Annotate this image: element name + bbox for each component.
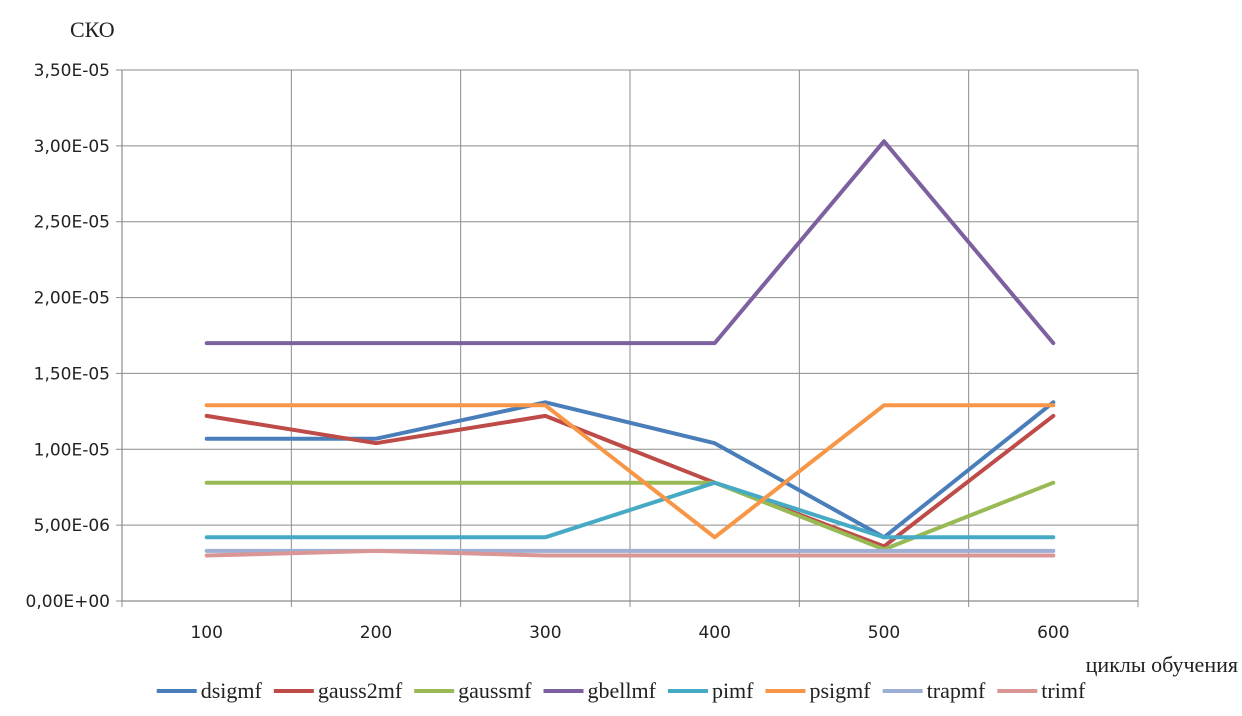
legend-label-pimf: pimf xyxy=(712,678,754,703)
x-tick-label: 300 xyxy=(529,623,561,643)
y-tick-label: 3,50E-05 xyxy=(34,61,110,81)
series-line-trimf xyxy=(204,548,1056,558)
series-line-gbellmf xyxy=(204,139,1056,346)
legend-label-dsigmf: dsigmf xyxy=(201,678,263,703)
x-tick-label: 500 xyxy=(868,623,900,643)
legend-label-psigmf: psigmf xyxy=(810,678,872,703)
y-tick-label: 3,00E-05 xyxy=(34,137,110,157)
x-tick-label: 100 xyxy=(190,623,222,643)
x-tick-label: 400 xyxy=(698,623,730,643)
legend-label-trimf: trimf xyxy=(1041,678,1086,703)
series-line-pimf xyxy=(204,480,1056,540)
axes xyxy=(116,69,1139,607)
x-tick-labels: 100 200 300 400 500 600 xyxy=(190,623,1069,643)
legend: dsigmf gauss2mf gaussmf gbellmf pimf psigmf tr… xyxy=(156,678,1086,703)
y-tick-label: 1,50E-05 xyxy=(34,364,110,384)
y-tick-label: 2,50E-05 xyxy=(34,213,110,233)
legend-label-gaussmf: gaussmf xyxy=(458,678,532,703)
series-lines xyxy=(204,139,1056,558)
y-tick-labels: 0,00E+00 5,00E-06 1,00E-05 1,50E-05 2,00E-05… xyxy=(26,61,110,612)
y-tick-label: 0,00E+00 xyxy=(26,592,110,612)
x-tick-label: 200 xyxy=(360,623,392,643)
legend-label-gbellmf: gbellmf xyxy=(588,678,657,703)
gridlines xyxy=(122,69,1139,601)
y-tick-label: 2,00E-05 xyxy=(34,289,110,309)
x-axis-label: циклы обучения xyxy=(1086,652,1238,677)
series-line-psigmf xyxy=(204,403,1056,540)
series-line-gauss2mf xyxy=(204,413,1056,549)
legend-label-gauss2mf: gauss2mf xyxy=(318,678,403,703)
y-axis-label: СКО xyxy=(70,17,115,42)
x-tick-label: 600 xyxy=(1037,623,1069,643)
legend-label-trapmf: trapmf xyxy=(927,678,986,703)
y-tick-label: 1,00E-05 xyxy=(34,440,110,460)
y-tick-label: 5,00E-06 xyxy=(34,516,110,536)
